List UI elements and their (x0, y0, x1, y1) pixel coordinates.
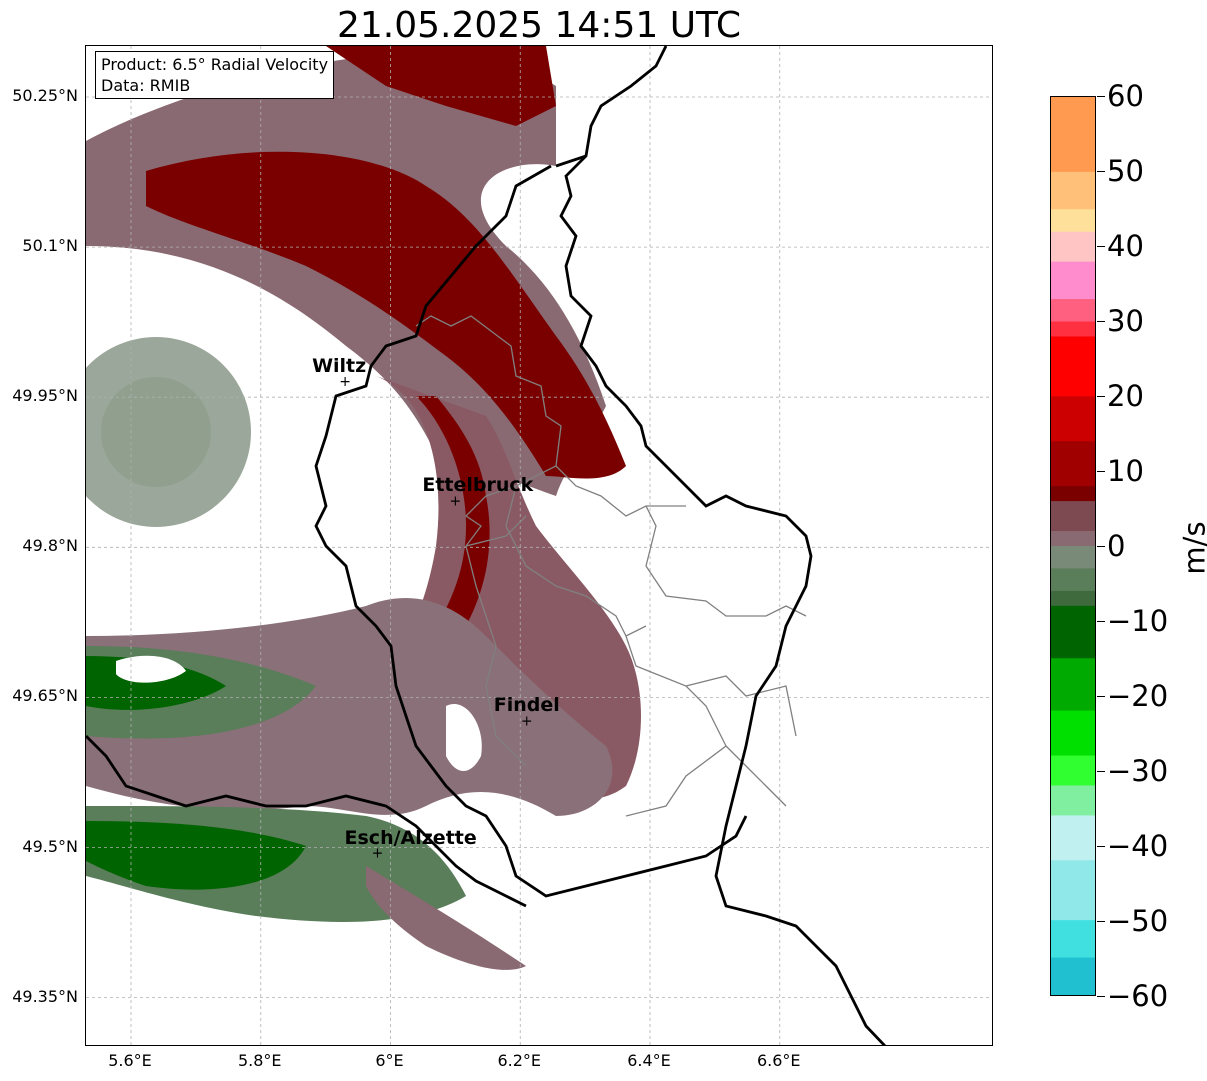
colorbar-segment (1051, 97, 1095, 173)
lat-tick-label: 49.35°N (12, 986, 78, 1006)
colorbar-tick-label: −10 (1107, 604, 1169, 638)
lat-tick-label: 50.1°N (22, 236, 78, 256)
lon-tick-label: 5.6°E (108, 1051, 152, 1070)
radar-map[interactable]: + + + + (85, 45, 993, 1046)
colorbar-tick-label: −20 (1107, 679, 1169, 713)
colorbar-tick (1097, 846, 1105, 847)
colorbar-segment (1051, 209, 1095, 233)
colorbar-tick-label: 50 (1107, 154, 1144, 188)
colorbar-tick-label: 10 (1107, 454, 1144, 488)
colorbar-segment (1051, 486, 1095, 502)
colorbar-tick (1097, 246, 1105, 247)
national-borders (86, 46, 887, 1045)
colorbar-segment (1051, 920, 1095, 959)
colorbar-segment (1051, 605, 1095, 659)
echo-north-top (326, 46, 556, 126)
velocity-colorbar (1050, 96, 1096, 996)
lat-tick-label: 49.8°N (22, 536, 78, 556)
colorbar-tick-label: −30 (1107, 754, 1169, 788)
colorbar-tick-label: 30 (1107, 304, 1144, 338)
colorbar-segment (1051, 658, 1095, 712)
map-gridlines (86, 46, 992, 1045)
city-marker: + (521, 713, 533, 729)
radar-echoes (86, 46, 641, 970)
city-marker: + (450, 493, 462, 509)
colorbar-segment (1051, 299, 1095, 322)
echo-south-band (86, 597, 613, 816)
colorbar-tick (1097, 921, 1105, 922)
colorbar-segment (1051, 957, 1095, 995)
colorbar-gradient (1051, 97, 1095, 995)
city-label: Ettelbruck (422, 474, 534, 497)
lon-tick-label: 5.8°E (237, 1051, 282, 1070)
echo-central-core (416, 396, 490, 656)
district-boundaries (415, 315, 807, 817)
lon-tick-label: 6.4°E (627, 1051, 671, 1070)
lon-tick-label: 6.2°E (497, 1051, 542, 1070)
lat-tick-label: 49.65°N (12, 686, 78, 706)
colorbar-segment (1051, 590, 1095, 607)
echo-south-tail (366, 866, 526, 970)
colorbar-tick (1097, 321, 1105, 322)
colorbar-segment (1051, 501, 1095, 532)
colorbar-tick (1097, 696, 1105, 697)
colorbar-segment (1051, 231, 1095, 263)
lon-tick-label: 6°E (375, 1051, 404, 1070)
colorbar-segment (1051, 531, 1095, 547)
colorbar-segment (1051, 321, 1095, 337)
data-source-label: Data: RMIB (101, 76, 191, 95)
lat-tick-label: 49.5°N (22, 836, 78, 856)
lon-tick-label: 6.6°E (756, 1051, 801, 1070)
colorbar-segment (1051, 441, 1095, 487)
radar-map-svg: + + + + (86, 46, 992, 1045)
colorbar-tick-label: 20 (1107, 379, 1144, 413)
colorbar-tick (1097, 96, 1105, 97)
city-label: Wiltz (312, 355, 367, 378)
product-label: Product: 6.5° Radial Velocity (101, 55, 329, 74)
colorbar-segment (1051, 568, 1095, 592)
map-title: 21.05.2025 14:51 UTC (336, 5, 742, 46)
colorbar-segment (1051, 171, 1095, 210)
colorbar-segment (1051, 710, 1095, 757)
colorbar-tick (1097, 771, 1105, 772)
colorbar-segment (1051, 261, 1095, 300)
colorbar-segment (1051, 785, 1095, 816)
colorbar-tick-label: 60 (1107, 79, 1144, 113)
city-markers: + + + + (339, 374, 532, 861)
colorbar-segment (1051, 755, 1095, 786)
colorbar-tick-label: −50 (1107, 904, 1169, 938)
city-marker: + (339, 374, 351, 390)
colorbar-unit-label: m/s (1177, 521, 1207, 575)
colorbar-segment (1051, 546, 1095, 569)
product-info-box: Product: 6.5° Radial Velocity Data: RMIB (95, 51, 335, 99)
lat-tick-label: 49.95°N (12, 386, 78, 406)
colorbar-segment (1051, 815, 1095, 861)
colorbar-tick-label: −60 (1107, 979, 1169, 1013)
city-label: Findel (493, 694, 560, 717)
lat-tick-label: 50.25°N (12, 86, 78, 105)
colorbar-tick (1097, 546, 1105, 547)
colorbar-tick-label: 40 (1107, 229, 1144, 263)
echo-south-strong (86, 821, 306, 890)
colorbar-tick (1097, 471, 1105, 472)
colorbar-tick-label: −40 (1107, 829, 1169, 863)
colorbar-tick (1097, 396, 1105, 397)
colorbar-segment (1051, 860, 1095, 921)
colorbar-segment (1051, 336, 1095, 397)
colorbar-tick (1097, 171, 1105, 172)
colorbar-tick (1097, 996, 1105, 997)
colorbar-segment (1051, 396, 1095, 442)
city-label: Esch/Alzette (344, 826, 477, 849)
city-marker: + (372, 846, 384, 862)
colorbar-tick (1097, 621, 1105, 622)
colorbar-tick-label: 0 (1107, 529, 1126, 563)
